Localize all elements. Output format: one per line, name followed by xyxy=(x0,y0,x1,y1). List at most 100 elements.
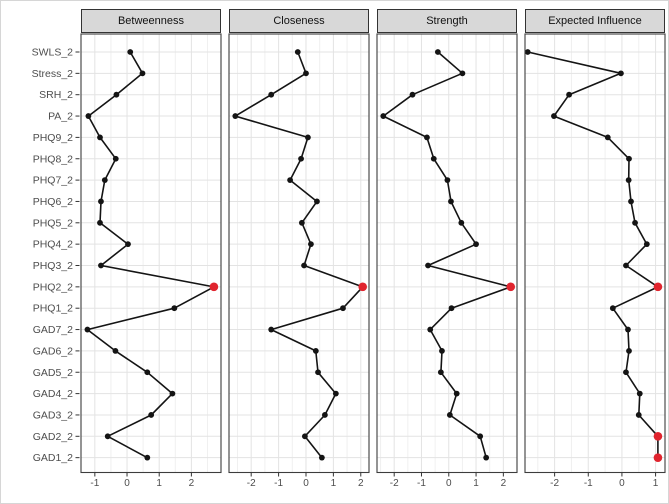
data-point xyxy=(618,70,624,77)
data-point xyxy=(626,155,632,162)
data-point xyxy=(483,454,490,461)
y-axis-label: PHQ1_2 xyxy=(33,303,73,315)
data-point xyxy=(303,70,309,77)
panel-background xyxy=(81,34,221,473)
data-point xyxy=(604,134,611,141)
y-axis-label: PHQ4_2 xyxy=(33,239,73,251)
data-point xyxy=(148,412,155,418)
data-point xyxy=(425,262,431,269)
data-point xyxy=(424,134,430,141)
data-point xyxy=(268,91,275,98)
data-point xyxy=(97,134,103,141)
y-axis-label: PHQ3_2 xyxy=(33,260,73,272)
data-point xyxy=(112,348,119,354)
centrality-line xyxy=(86,51,215,459)
x-tick-label: -1 xyxy=(417,478,426,489)
data-point xyxy=(625,177,632,184)
data-point xyxy=(609,305,616,312)
highlighted-data-point xyxy=(653,432,663,441)
y-axis-label: GAD3_2 xyxy=(33,409,73,421)
panel-background xyxy=(525,34,665,473)
panel-background xyxy=(377,34,517,473)
y-axis-label: GAD4_2 xyxy=(33,388,73,400)
y-axis-label: SWLS_2 xyxy=(32,47,74,59)
data-point xyxy=(477,433,484,440)
data-point xyxy=(430,155,437,162)
y-axis-label: PHQ9_2 xyxy=(33,132,73,144)
data-point xyxy=(298,219,305,226)
x-tick-label: -1 xyxy=(274,478,283,489)
data-point xyxy=(314,198,320,205)
highlighted-data-point xyxy=(653,282,663,292)
data-point xyxy=(427,326,434,333)
data-point xyxy=(301,262,307,269)
data-point xyxy=(97,219,103,226)
x-tick-label: -2 xyxy=(550,478,559,489)
data-point xyxy=(473,241,479,248)
x-tick-label: 0 xyxy=(124,478,130,489)
y-axis-label: GAD7_2 xyxy=(33,324,73,336)
facet-strip-expected-influence: Expected Influence xyxy=(525,9,665,33)
data-point xyxy=(380,113,387,119)
data-point xyxy=(332,390,339,397)
y-axis-label: GAD2_2 xyxy=(33,431,73,443)
panel-background xyxy=(229,34,369,473)
x-tick-label: 1 xyxy=(331,478,337,489)
data-point xyxy=(448,305,455,312)
data-point xyxy=(459,70,466,77)
data-point xyxy=(409,91,416,98)
x-tick-label: 0 xyxy=(446,478,452,489)
data-point xyxy=(434,49,441,55)
data-point xyxy=(321,412,328,418)
panel-border xyxy=(524,33,666,474)
data-point xyxy=(453,390,460,397)
facet-title-closeness: Closeness xyxy=(273,15,325,27)
highlighted-data-point xyxy=(653,453,663,462)
data-point xyxy=(444,177,451,184)
data-point xyxy=(458,219,465,226)
facet-title-betweenness: Betweenness xyxy=(117,15,185,27)
x-tick-label: -2 xyxy=(390,478,399,489)
x-tick-label: -1 xyxy=(584,478,593,489)
data-point xyxy=(632,219,638,226)
highlighted-data-point xyxy=(358,282,367,292)
data-point xyxy=(287,177,293,184)
data-point xyxy=(448,198,454,205)
data-point xyxy=(636,390,643,397)
data-point xyxy=(85,113,92,119)
x-tick-label: 1 xyxy=(473,478,479,489)
y-axis-label: PHQ6_2 xyxy=(33,196,73,208)
x-tick-label: 0 xyxy=(619,478,625,489)
data-point xyxy=(101,177,108,184)
highlighted-data-point xyxy=(209,282,219,292)
y-axis-label: PHQ2_2 xyxy=(33,281,73,293)
y-axis-label: PHQ7_2 xyxy=(33,175,73,187)
data-point xyxy=(308,241,314,248)
y-axis-label: Stress_2 xyxy=(32,68,74,80)
data-point xyxy=(298,155,304,162)
data-point xyxy=(268,326,275,333)
x-tick-label: -2 xyxy=(247,478,256,489)
data-point xyxy=(294,49,301,55)
data-point xyxy=(643,241,650,248)
x-tick-label: 1 xyxy=(156,478,162,489)
data-point xyxy=(437,369,444,376)
data-point xyxy=(625,326,631,333)
data-point xyxy=(315,369,321,376)
data-point xyxy=(104,433,111,440)
y-axis-label: GAD6_2 xyxy=(33,345,73,357)
panel-border xyxy=(228,33,370,474)
data-point xyxy=(301,433,308,440)
data-point xyxy=(127,49,134,55)
data-point xyxy=(626,348,632,354)
y-axis-label: GAD5_2 xyxy=(33,367,73,379)
facet-strip-strength: Strength xyxy=(377,9,517,33)
data-point xyxy=(113,91,120,98)
data-point xyxy=(144,454,151,461)
y-axis-label: PHQ5_2 xyxy=(33,217,73,229)
data-point xyxy=(318,454,325,461)
panel-border xyxy=(80,33,222,474)
facet-title-strength: Strength xyxy=(426,15,468,27)
data-point xyxy=(112,155,119,162)
